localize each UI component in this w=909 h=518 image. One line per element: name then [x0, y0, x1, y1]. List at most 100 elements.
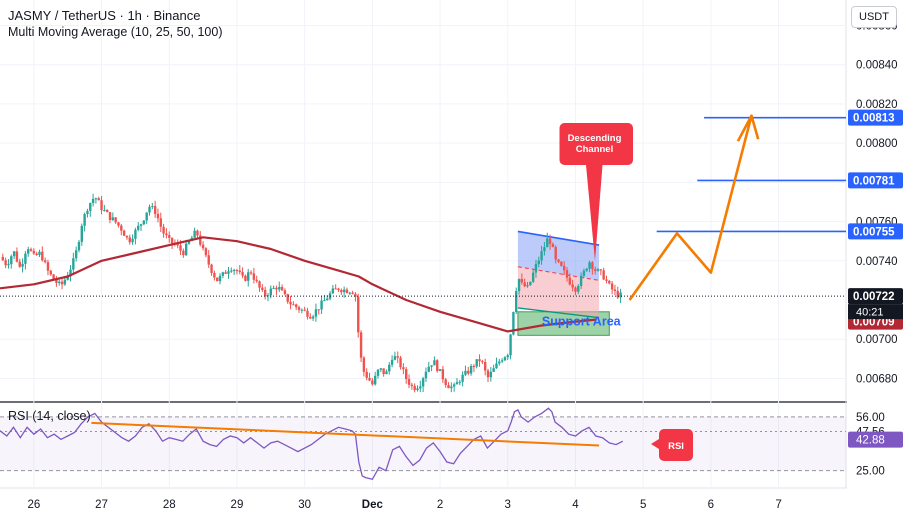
- candle-body: [323, 300, 326, 302]
- candle-body: [337, 288, 340, 291]
- candle-body: [111, 217, 115, 221]
- rsi-tick-label: 25.00: [856, 466, 885, 478]
- candle-body: [396, 356, 399, 358]
- time-tick-label: 7: [775, 499, 781, 511]
- candle-body: [554, 247, 557, 260]
- candle-body: [199, 235, 202, 245]
- candle-body: [27, 249, 30, 254]
- candle-body: [616, 291, 619, 298]
- symbol-title[interactable]: JASMY / TetherUS · 1h · Binance: [8, 8, 201, 23]
- candle-body: [105, 210, 109, 213]
- candle-body: [430, 365, 433, 367]
- candle-body: [413, 386, 416, 391]
- price-tag-bg: [848, 288, 903, 305]
- candle-body: [489, 371, 493, 378]
- candle-body: [292, 304, 295, 306]
- candle-body: [365, 371, 368, 378]
- time-tick-label: 28: [163, 499, 176, 511]
- candle-body: [619, 292, 622, 298]
- descending-channel: [517, 230, 600, 319]
- candle-body: [345, 289, 349, 294]
- candle-body: [503, 357, 507, 361]
- candle-body: [568, 277, 572, 285]
- candle-body: [610, 283, 614, 290]
- candle-body: [486, 370, 490, 378]
- candle-body: [249, 272, 253, 274]
- candle-body: [89, 203, 92, 211]
- price-tag-bg: [848, 223, 903, 240]
- candle-body: [156, 213, 160, 219]
- candle-body: [145, 212, 148, 221]
- candle-body: [97, 198, 100, 201]
- chart-header: JASMY / TetherUS · 1h · Binance Multi Mo…: [8, 7, 222, 41]
- candle-body: [283, 290, 287, 295]
- candle-body: [128, 237, 131, 243]
- candle-body: [326, 298, 329, 301]
- price-tag-text: 0.00722: [853, 291, 895, 303]
- candle-body: [29, 249, 33, 251]
- candle-body: [100, 200, 103, 211]
- candle-body: [467, 370, 470, 374]
- candle-body: [108, 212, 112, 221]
- candle-body: [447, 385, 450, 389]
- price-tag-text: 0.00709: [853, 317, 895, 329]
- candle-body: [114, 217, 117, 223]
- candle-body: [438, 369, 442, 371]
- candle-body: [441, 369, 445, 380]
- candle-body: [574, 287, 577, 292]
- time-tick-label: 5: [640, 499, 646, 511]
- currency-button[interactable]: USDT: [851, 6, 897, 28]
- candle-body: [512, 312, 515, 335]
- callout-bubble: [651, 429, 693, 461]
- candle-body: [230, 270, 233, 272]
- candle-body: [588, 262, 591, 269]
- candle-body: [159, 218, 162, 227]
- candle-body: [416, 388, 419, 391]
- candle-body: [388, 364, 391, 372]
- price-tag-bg: [848, 172, 903, 189]
- price-tag-text: 0.00781: [853, 175, 895, 187]
- candle-body: [201, 244, 205, 249]
- candle-body: [602, 270, 605, 280]
- candle-body: [517, 279, 521, 292]
- candle-body: [35, 253, 38, 255]
- candle-body: [272, 287, 275, 289]
- candle-body: [455, 382, 459, 385]
- price-label-tag: 0.00813: [848, 109, 903, 126]
- rsi-title[interactable]: RSI (14, close): [8, 409, 91, 423]
- time-tick-label: 27: [95, 499, 108, 511]
- candle-body: [221, 272, 225, 276]
- price-label-tag: 0.00722: [848, 288, 903, 305]
- callouts: Descending Channel Support Area RSI: [542, 123, 693, 461]
- candle-body: [529, 281, 532, 286]
- candle-body: [551, 243, 555, 248]
- candle-body: [151, 206, 154, 208]
- indicator-label[interactable]: Multi Moving Average (10, 25, 50, 100): [8, 25, 223, 39]
- price-label-tag: 0.00755: [848, 223, 903, 240]
- candle-body: [176, 244, 179, 246]
- candle-body: [351, 292, 354, 294]
- price-tag-text: 0.00813: [853, 113, 895, 125]
- candle-body: [263, 289, 267, 297]
- projection-line: [628, 115, 753, 301]
- candle-body: [419, 386, 422, 389]
- candle-body: [382, 368, 385, 375]
- candle-body: [103, 210, 106, 212]
- candle-body: [393, 356, 397, 360]
- candle-body: [170, 237, 174, 244]
- candle-body: [261, 287, 264, 290]
- rsi-trendline: [91, 421, 600, 447]
- time-tick-label: 26: [27, 499, 40, 511]
- candle-body: [540, 251, 543, 261]
- candle-body: [562, 265, 566, 271]
- candle-body: [591, 262, 594, 270]
- candle-body: [534, 264, 538, 273]
- candle-body: [235, 270, 239, 272]
- candle-body: [204, 248, 208, 256]
- candle-body: [137, 225, 140, 230]
- candle-body: [348, 292, 351, 294]
- rsi-pane: [0, 407, 846, 481]
- candle-body: [498, 361, 501, 364]
- moving-average: [0, 236, 596, 333]
